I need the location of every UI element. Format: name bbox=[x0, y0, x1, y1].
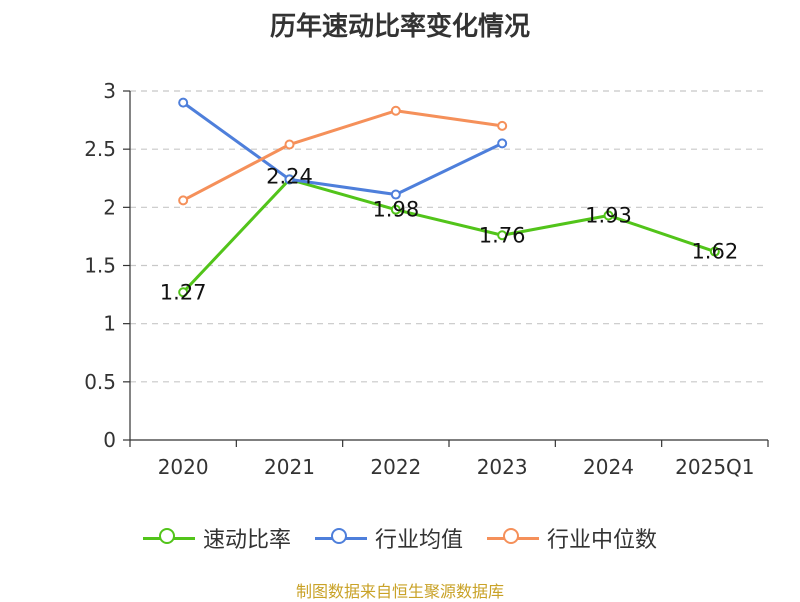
axis-layer: 0 0.5 1 1.5 2 2.5 3 2020 2021 2022 2023 2024 2025Q1 bbox=[84, 79, 769, 479]
y-tick-label: 1.5 bbox=[84, 254, 116, 278]
x-tick-label: 2025Q1 bbox=[675, 455, 754, 479]
source-note: 制图数据来自恒生聚源数据库 bbox=[295, 582, 504, 601]
legend-swatch-icon bbox=[487, 528, 539, 548]
series-1-point bbox=[178, 97, 189, 108]
y-tick-label: 1 bbox=[103, 312, 116, 336]
series-line-1 bbox=[182, 101, 503, 197]
legend-label: 速动比率 bbox=[202, 528, 291, 553]
y-tick-label: 0 bbox=[103, 428, 116, 452]
legend-item-0[interactable]: 速动比率 bbox=[142, 522, 291, 554]
legend: 速动比率 行业均值 行业中位数 bbox=[0, 520, 800, 556]
label-layer: 1.27 2.24 1.98 1.76 1.93 1.62 bbox=[160, 164, 738, 304]
series-2-point bbox=[497, 120, 508, 131]
series-0-point bbox=[603, 210, 614, 221]
series-1-point bbox=[497, 138, 508, 149]
y-tick-label: 2.5 bbox=[84, 137, 116, 161]
legend-label: 行业均值 bbox=[374, 528, 463, 553]
series-2-point bbox=[178, 195, 189, 206]
x-tick-label: 2020 bbox=[158, 455, 209, 479]
chart-title: 历年速动比率变化情况 bbox=[269, 12, 530, 42]
legend-item-1[interactable]: 行业均值 bbox=[314, 522, 463, 554]
y-tick-label: 2 bbox=[103, 195, 116, 219]
legend-swatch-icon bbox=[314, 528, 367, 548]
legend-item-2[interactable]: 行业中位数 bbox=[487, 522, 657, 554]
x-tick-label: 2022 bbox=[370, 455, 421, 479]
series-line-2 bbox=[182, 109, 503, 202]
series-line-0 bbox=[182, 177, 716, 294]
x-tick-label: 2023 bbox=[477, 455, 528, 479]
legend-label: 行业中位数 bbox=[547, 528, 658, 553]
x-tick-label: 2021 bbox=[264, 455, 315, 479]
data-label: 1.27 bbox=[160, 280, 207, 304]
data-label: 1.62 bbox=[691, 240, 738, 264]
data-label: 1.93 bbox=[585, 203, 632, 227]
legend-swatch-icon bbox=[142, 528, 195, 548]
series-2-point bbox=[390, 105, 401, 116]
y-tick-label: 0.5 bbox=[84, 370, 116, 394]
grid-layer bbox=[130, 90, 768, 383]
data-label: 1.76 bbox=[479, 223, 526, 247]
data-label: 1.98 bbox=[372, 198, 419, 222]
series-0-point bbox=[709, 246, 720, 257]
series-0-point bbox=[497, 230, 508, 241]
series-layer bbox=[178, 97, 720, 298]
series-2-point bbox=[284, 139, 295, 150]
data-label: 2.24 bbox=[266, 164, 313, 188]
series-1-point bbox=[390, 189, 401, 200]
series-1-point bbox=[284, 174, 295, 185]
x-tick-label: 2024 bbox=[583, 455, 634, 479]
series-0-point bbox=[178, 287, 189, 298]
series-0-point bbox=[390, 204, 401, 215]
y-tick-label: 3 bbox=[103, 79, 116, 103]
